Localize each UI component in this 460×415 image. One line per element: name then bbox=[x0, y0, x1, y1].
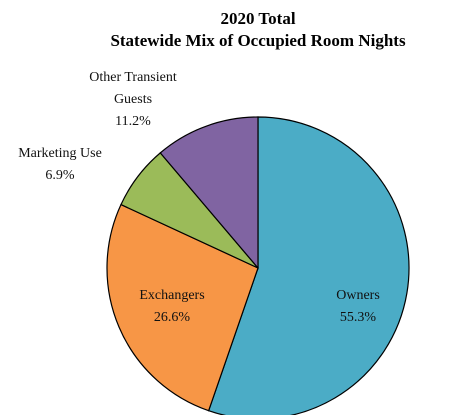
pie-slice bbox=[207, 116, 410, 415]
chart-title: 2020 Total bbox=[220, 9, 295, 28]
pie-slice bbox=[159, 116, 259, 270]
category-label: Other Transient Guests bbox=[89, 70, 177, 107]
value-label: 6.9% bbox=[45, 168, 75, 183]
slice-label: Owners 55.3% bbox=[313, 285, 403, 329]
pie-slice bbox=[106, 203, 259, 412]
slice-label: Other Transient Guests 11.2% bbox=[76, 67, 191, 133]
category-label: Owners bbox=[336, 288, 380, 303]
value-label: 11.2% bbox=[115, 114, 151, 129]
value-label: 55.3% bbox=[339, 310, 377, 325]
category-label: Marketing Use bbox=[18, 146, 102, 161]
category-label: Exchangers bbox=[139, 288, 205, 303]
slice-label: Exchangers 26.6% bbox=[122, 285, 222, 329]
slice-label: Marketing Use 6.9% bbox=[5, 143, 115, 187]
chart-subtitle: Statewide Mix of Occupied Room Nights bbox=[110, 31, 406, 50]
value-label: 26.6% bbox=[153, 310, 191, 325]
